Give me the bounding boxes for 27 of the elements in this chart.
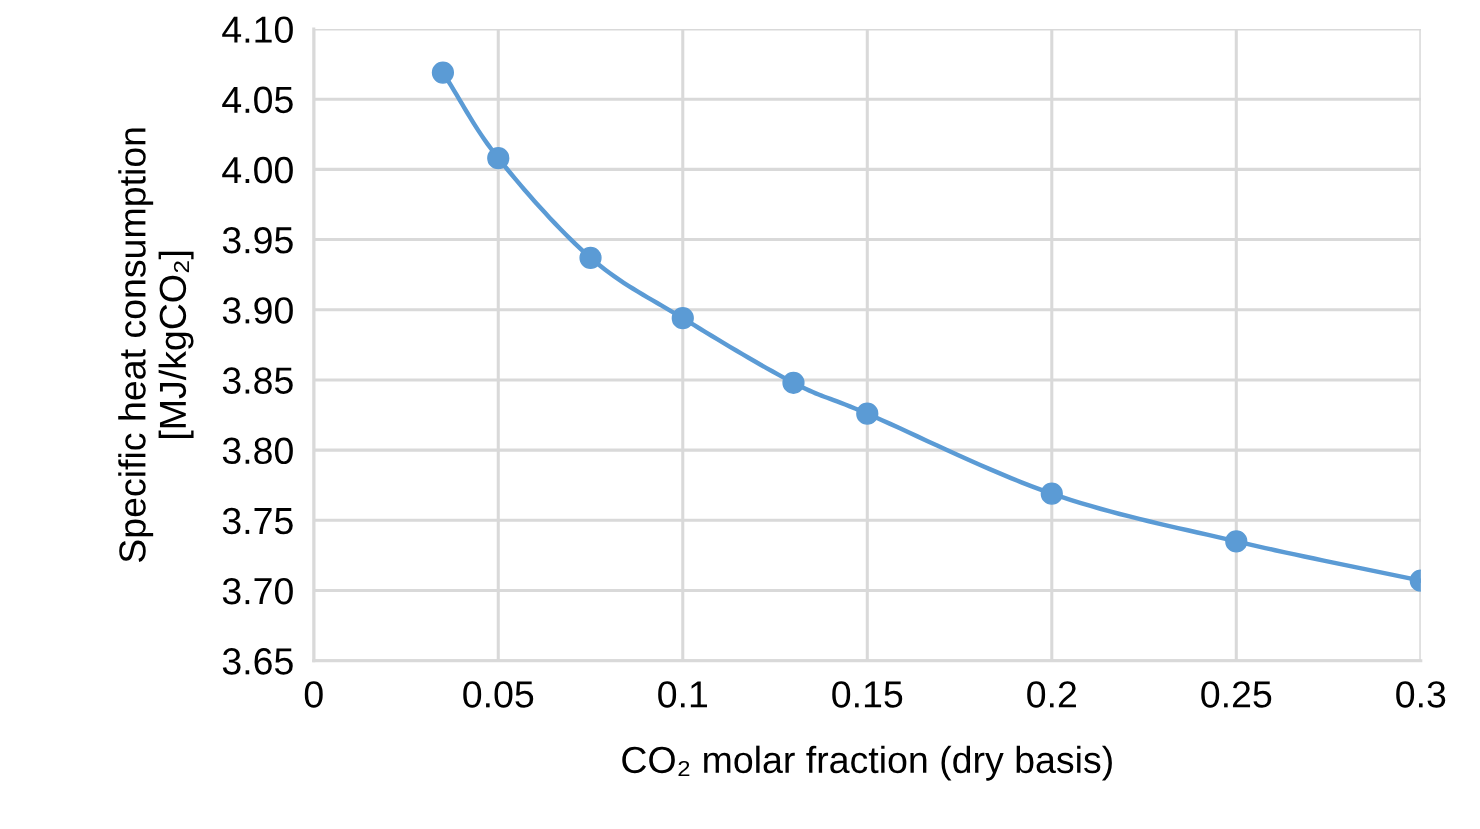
y-tick-label: 3.80	[222, 437, 293, 465]
point	[431, 61, 455, 84]
y-tick-label: 3.75	[222, 507, 293, 535]
point	[1225, 530, 1248, 553]
x-tick-label: 0.15	[832, 681, 903, 708]
point	[487, 147, 510, 170]
x-axis-title: CO₂ molar fraction (dry basis)	[622, 745, 1112, 781]
y-tick-label: 4.10	[222, 16, 293, 43]
y-tick-label: 3.65	[222, 648, 293, 675]
y-tick-label: 3.70	[222, 577, 293, 605]
x-tick-label: 0.1	[658, 681, 708, 708]
y-tick-label: 4.05	[222, 86, 293, 114]
y-tick-label: 3.90	[222, 297, 293, 324]
x-tick-label: 0.3	[1396, 681, 1446, 708]
x-tick-label: 0	[304, 681, 323, 708]
point	[579, 246, 602, 269]
x-tick-label: 0.05	[463, 681, 534, 708]
point	[856, 402, 879, 425]
y-tick-label: 3.95	[222, 226, 293, 254]
y-tick-label: 3.85	[222, 367, 293, 394]
y-axis-title: Specific heat consumption [MJ/kgCO₂]	[118, 128, 194, 563]
x-tick-label: 0.25	[1201, 681, 1272, 708]
point	[671, 307, 694, 330]
point	[1040, 482, 1063, 505]
point	[782, 371, 805, 394]
x-tick-label: 0.2	[1027, 681, 1076, 708]
y-tick-label: 4.00	[222, 156, 293, 184]
